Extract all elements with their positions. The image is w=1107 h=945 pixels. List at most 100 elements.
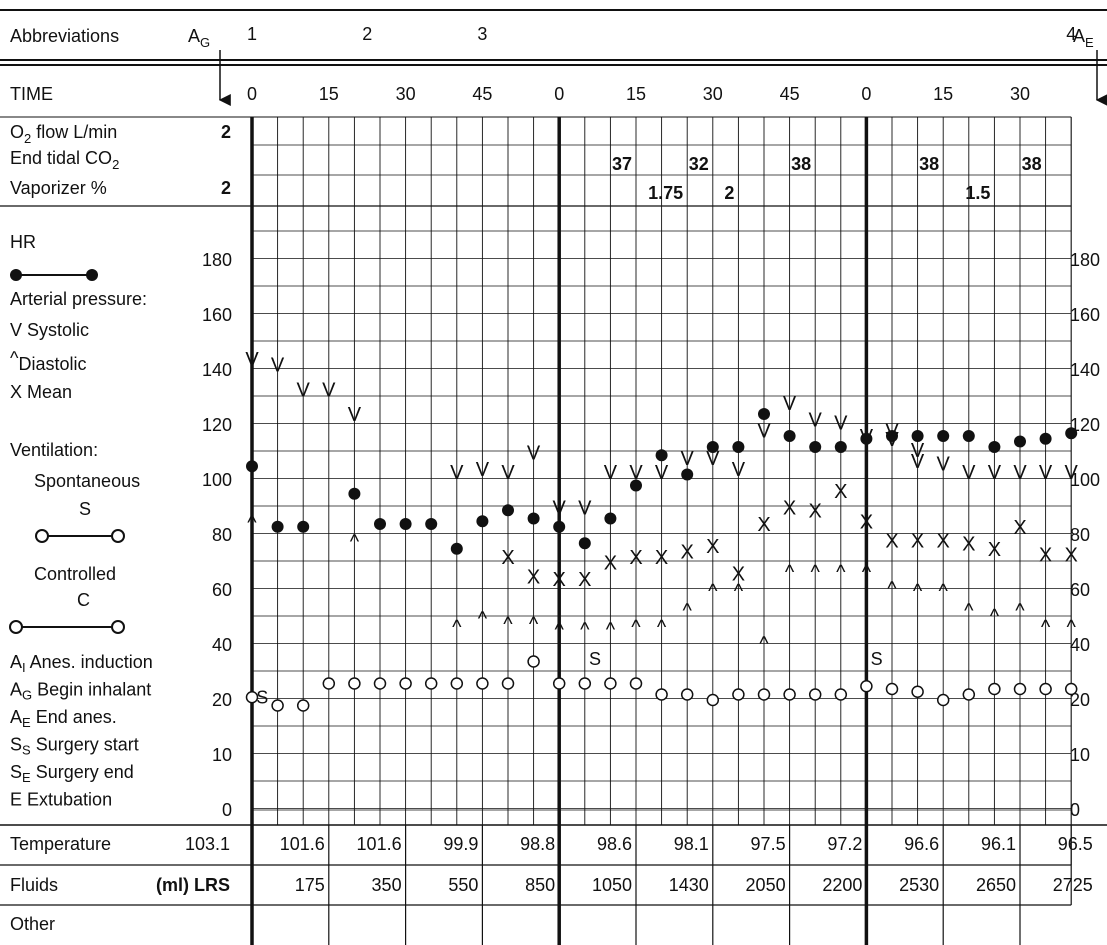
abbreviation-entry: SE Surgery end: [10, 762, 134, 785]
temperature-value: 97.2: [827, 834, 862, 854]
systolic-point: V: [834, 412, 848, 434]
diastolic-point: ^: [887, 578, 897, 600]
hr-point: [630, 479, 642, 492]
fluid-value: 1430: [669, 875, 709, 895]
y-tick-label: 80: [1070, 525, 1090, 545]
fluid-value: 550: [448, 875, 478, 895]
systolic-point: V: [706, 448, 720, 470]
ventilation-point: [680, 688, 694, 701]
mean-point: X: [783, 498, 796, 520]
hr-point: [604, 512, 617, 525]
mean-point: X: [1039, 544, 1052, 566]
legend-ventilation: Ventilation:: [10, 440, 98, 460]
hr-point: [578, 537, 591, 550]
systolic-point: V: [809, 410, 823, 432]
ae-marker: AE: [1073, 26, 1094, 50]
diastolic-point: ^: [555, 619, 565, 641]
time-tick-label: 15: [933, 84, 953, 104]
mean-point: X: [1065, 544, 1078, 566]
etco2-value: 32: [689, 154, 709, 174]
legend-systolic: V Systolic: [10, 320, 89, 340]
event-marker: 1: [247, 24, 257, 44]
diastolic-point: ^: [529, 614, 539, 636]
etco2-value: 37: [612, 154, 632, 174]
hr-point: [911, 430, 924, 442]
diastolic-point: ^: [734, 581, 744, 603]
temperature-value: 96.5: [1058, 834, 1093, 854]
y-tick-label: 0: [1070, 800, 1080, 820]
etco2-value: 38: [1022, 154, 1042, 174]
hr-point: [450, 542, 463, 555]
ventilation-mode-annotation: S: [256, 687, 268, 707]
fluid-value: 175: [295, 875, 325, 895]
fluids-unit: (ml) LRS: [156, 875, 230, 895]
hr-point: [860, 432, 873, 445]
ventilation-point: [373, 677, 387, 690]
ventilation-point: [348, 677, 361, 690]
diastolic-point: ^: [759, 633, 769, 655]
diastolic-point: ^: [1041, 616, 1051, 638]
hr-point: [246, 460, 258, 473]
y-tick-label: 140: [202, 360, 232, 380]
systolic-point: V: [757, 421, 771, 443]
ventilation-point: [296, 699, 310, 712]
diastolic-point: ^: [683, 600, 693, 622]
hr-point: [834, 441, 847, 453]
temperature-value: 97.5: [751, 834, 786, 854]
legend-c-letter: C: [77, 590, 90, 610]
hr-point: [502, 504, 514, 517]
ventilation-point: [578, 677, 592, 690]
diastolic-point: ^: [785, 561, 795, 583]
time-tick-label: 0: [554, 84, 564, 104]
hr-legend-symbol: [10, 269, 98, 281]
diastolic-point: ^: [836, 561, 846, 583]
ventilation-point: [271, 699, 284, 712]
systolic-point: V: [885, 421, 899, 443]
chart-grid: [0, 9, 1107, 945]
mean-point: X: [501, 547, 514, 569]
other-label: Other: [10, 914, 55, 934]
ventilation-point: [1064, 682, 1078, 696]
systolic-point: V: [450, 462, 464, 484]
mean-point: X: [527, 566, 540, 588]
hr-point: [553, 520, 566, 533]
ventilation-point: [834, 688, 848, 701]
diastolic-point: ^: [606, 619, 616, 641]
event-marker: 4: [1066, 24, 1076, 44]
y-tick-label: 60: [1070, 580, 1090, 600]
ventilation-point: [860, 680, 873, 693]
ventilation-point: [450, 677, 464, 690]
vaporizer-value: 1.5: [965, 183, 990, 203]
systolic-point: V: [604, 462, 618, 484]
ventilation-point: [911, 685, 924, 698]
hr-point: [476, 515, 489, 528]
temperature-value: 98.6: [597, 834, 632, 854]
y-axis-left: 0 10 20 40 60 80 100 120 140 160 180: [202, 250, 232, 820]
temperature-initial: 103.1: [185, 834, 230, 854]
y-tick-label: 10: [212, 745, 232, 765]
systolic-point: V: [501, 462, 515, 484]
vaporizer-label: Vaporizer %: [10, 178, 107, 198]
etco2-value: 38: [919, 154, 939, 174]
spontaneous-legend-symbol: [35, 529, 125, 543]
diastolic-point: ^: [631, 616, 641, 638]
time-tick-label: 45: [472, 84, 492, 104]
diastolic-point: ^: [990, 605, 1000, 627]
diastolic-point: ^: [478, 608, 488, 630]
fluid-values: 175 350 550 850 1050 1430 2050 2200 2530 2650 2725: [295, 875, 1093, 895]
y-tick-label: 120: [1070, 415, 1100, 435]
mean-point: X: [988, 539, 1001, 561]
mean-point: X: [834, 481, 847, 503]
temperature-value: 98.8: [520, 834, 555, 854]
systolic-point: V: [885, 429, 899, 451]
systolic-point: V: [245, 349, 259, 371]
abbreviation-entry: AI Anes. induction: [10, 652, 153, 675]
hr-point: [809, 441, 822, 453]
mean-point: X: [1013, 517, 1026, 539]
legend-mean: X Mean: [10, 382, 72, 402]
mean-point: X: [885, 531, 898, 553]
hr-point: [425, 518, 438, 530]
hr-point: [1065, 427, 1078, 440]
y-tick-label: 10: [1070, 745, 1090, 765]
fluid-value: 2650: [976, 875, 1016, 895]
